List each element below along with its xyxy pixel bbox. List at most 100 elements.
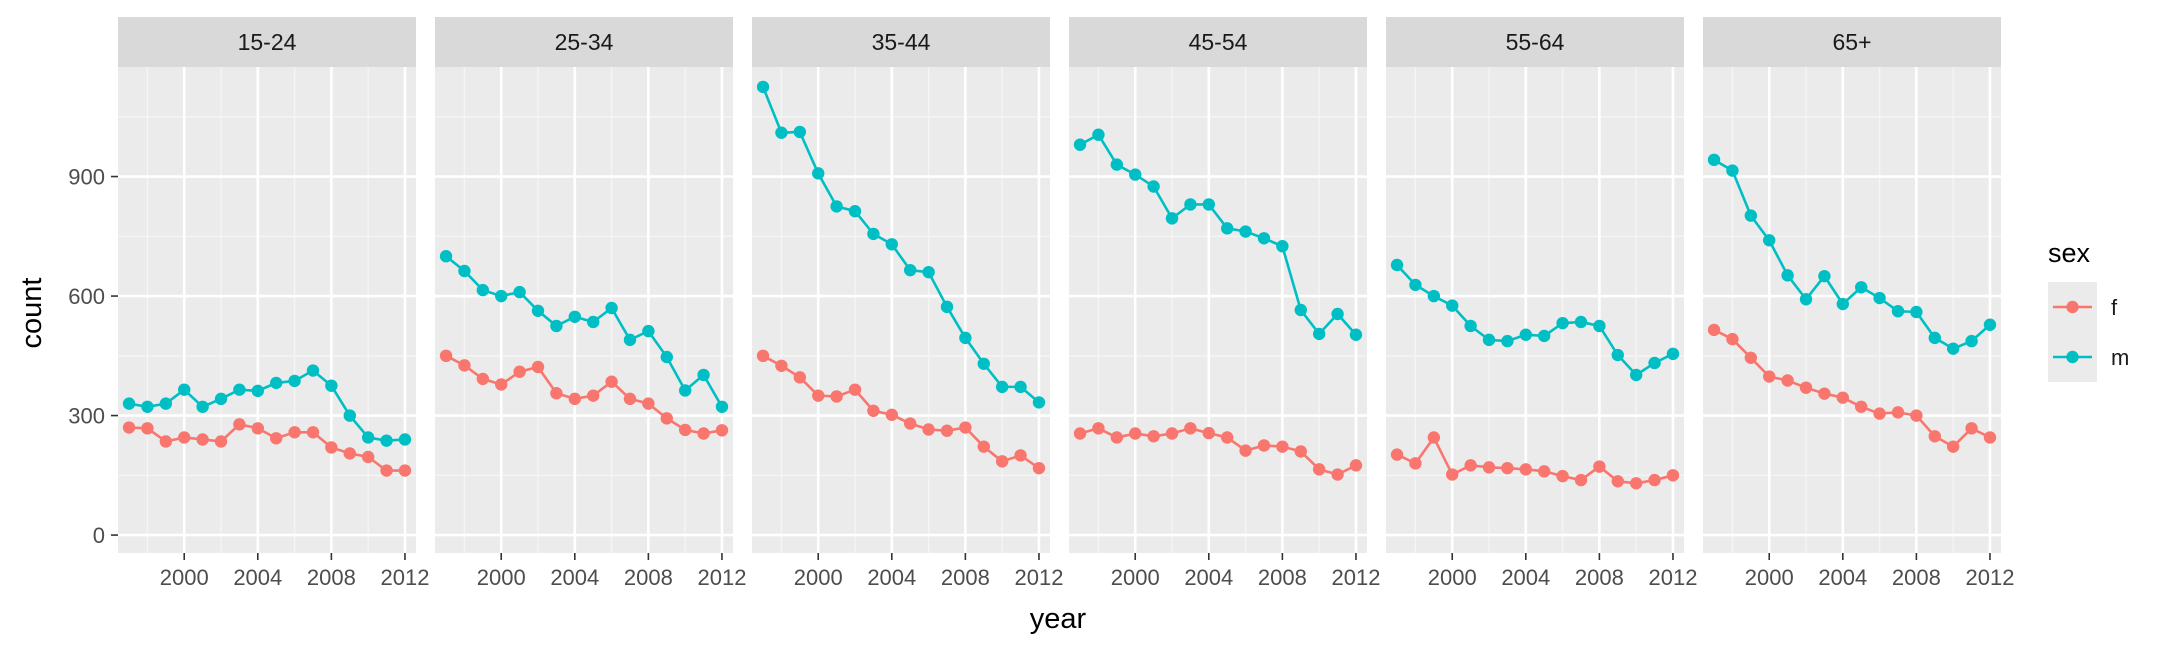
data-point-m [1983,318,1997,331]
data-point-f [476,372,490,386]
data-point-f [715,424,729,437]
data-point-f [1257,439,1271,452]
data-point-f [977,440,990,453]
data-point-f [903,417,917,430]
data-point-f [1593,460,1606,473]
data-point-m [1202,198,1216,211]
facet-strip-label: 45-54 [1189,29,1248,55]
data-point-f [1763,370,1776,383]
data-point-m [1092,128,1105,141]
facet-panel-25-34: 25-34 2000 2004 2008 2012 [435,17,746,590]
data-point-m [623,333,637,347]
data-point-m [288,374,301,388]
x-tick-label: 2008 [624,565,673,590]
data-point-m [1427,289,1441,303]
data-point-m [1910,305,1923,319]
data-point-f [1891,406,1905,419]
data-point-m [1276,240,1289,253]
data-point-m [678,384,692,397]
data-point-m [586,315,600,329]
data-point-m [1744,209,1758,222]
series-line-m [1396,264,1674,377]
data-point-f [1129,427,1142,440]
series-line-m [1713,158,1991,351]
x-axis-title: year [1030,603,1087,635]
x-tick-label: 2004 [1184,565,1233,590]
panel-background [1703,67,2001,553]
data-point-m [959,331,972,345]
data-point-f [1165,427,1179,440]
data-point-f [178,431,191,444]
data-point-f [1965,422,1978,435]
x-tick-label: 2004 [1818,565,1867,590]
data-point-m [196,400,209,414]
data-point-f [1110,431,1124,444]
data-point-f [458,359,471,372]
x-tick-label: 2000 [1745,565,1794,590]
data-point-f [1349,459,1363,472]
data-point-m [178,383,191,396]
data-point-f [325,441,338,454]
panel-background [435,67,733,553]
data-point-m [1854,281,1868,294]
data-point-f [1781,374,1794,387]
facet-strip-label: 15-24 [238,29,297,55]
data-point-m [903,263,917,277]
data-point-f [586,389,600,402]
data-point-f [793,371,807,384]
data-point-f [1818,387,1831,400]
panel-background [118,67,416,553]
data-point-m [1611,348,1624,362]
x-tick-label: 2012 [380,565,429,590]
data-point-f [1983,431,1997,444]
data-point-f [812,389,825,402]
data-point-f [306,426,320,439]
data-point-m [977,357,990,370]
facet-strip [118,17,416,67]
data-point-f [885,408,899,421]
x-tick-label: 2004 [550,565,599,590]
series-line-m [128,368,406,442]
data-point-m [922,265,935,279]
facet-strip-label: 35-44 [872,29,931,55]
data-point-m [1073,138,1087,151]
data-point-f [1073,427,1087,440]
series-line-f [762,354,1040,470]
facet-strip-label: 65+ [1832,29,1871,55]
data-point-m [775,126,788,139]
data-point-f [623,392,637,406]
data-point-m [531,304,545,317]
data-point-m [343,409,356,422]
data-point-m [697,368,710,382]
data-point-m [1464,319,1477,333]
data-point-m [1891,304,1905,318]
data-point-m [1593,319,1606,333]
data-point-m [1928,331,1941,345]
y-axis: 0 300 600 900 [68,165,118,548]
data-point-f [1184,422,1197,435]
data-point-f [513,365,526,378]
x-tick-label: 2000 [794,565,843,590]
legend-key-point [2066,300,2079,314]
data-point-f [1501,461,1514,475]
data-point-m [325,379,338,392]
data-point-m [1707,153,1721,167]
panel-background [1386,67,1684,553]
data-point-f [1032,461,1046,475]
data-point-m [1184,198,1197,211]
data-point-f [214,435,228,448]
data-point-f [1910,409,1923,422]
data-point-f [398,464,412,477]
data-point-f [1312,463,1326,476]
data-point-m [568,310,582,323]
data-point-f [159,435,173,448]
data-point-m [1409,278,1422,292]
series-line-f [1396,434,1674,485]
data-point-m [159,397,173,410]
data-point-f [361,450,375,464]
data-point-f [1799,381,1813,394]
series-line-f [1713,328,1991,449]
x-tick-label: 2004 [1501,565,1550,590]
series-line-f [128,422,405,472]
data-point-f [775,359,788,372]
